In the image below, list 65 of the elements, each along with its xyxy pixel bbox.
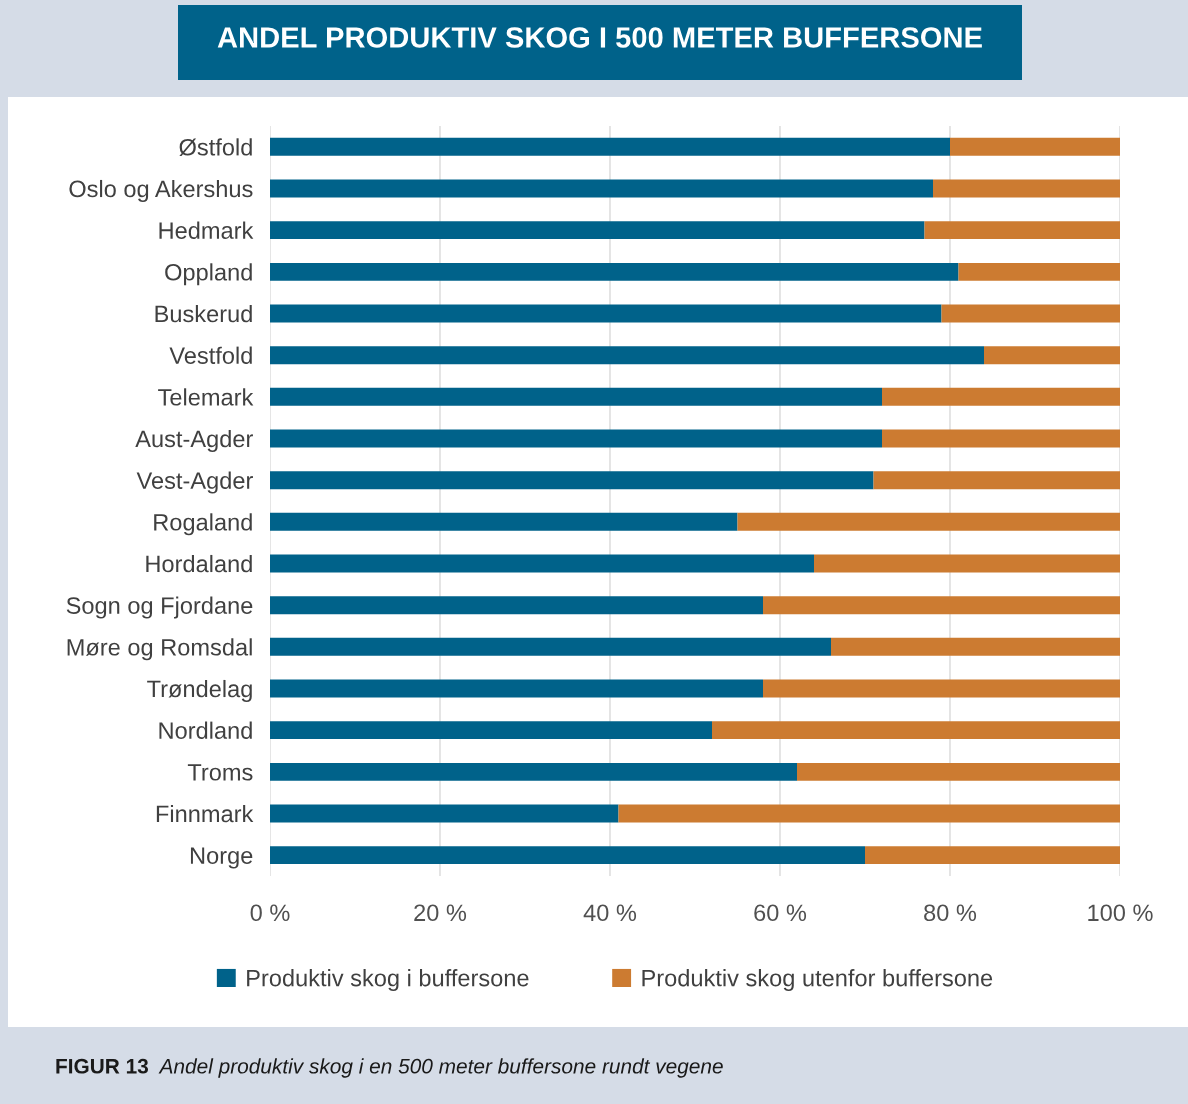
y-tick-label: Sogn og Fjordane bbox=[66, 596, 253, 619]
bar bbox=[865, 846, 1120, 865]
y-tick-label: Buskerud bbox=[155, 304, 252, 323]
bar bbox=[797, 762, 1120, 781]
bar bbox=[270, 387, 882, 406]
legend-label: Produktiv skog i buffersone bbox=[247, 969, 529, 992]
y-tick-label: Nordland bbox=[159, 721, 252, 739]
y-tick-label: Vestfold bbox=[169, 346, 252, 364]
bar bbox=[882, 387, 1120, 406]
bar bbox=[763, 596, 1120, 615]
y-tick-label: Hordaland bbox=[146, 554, 252, 573]
text: FIGUR 13 bbox=[56, 1058, 149, 1074]
y-tick-label: Oslo og Akershus bbox=[69, 179, 253, 202]
x-tick-label: 80 % bbox=[924, 904, 977, 922]
y-tick-label: Troms bbox=[187, 764, 253, 781]
y-tick-label: Oppland bbox=[165, 263, 252, 286]
bar bbox=[737, 512, 1120, 531]
bar bbox=[270, 471, 874, 490]
bar bbox=[270, 554, 814, 573]
bar bbox=[270, 346, 984, 365]
x-tick-label: 40 % bbox=[583, 904, 637, 922]
bar bbox=[270, 679, 763, 698]
chart-title: ANDEL PRODUKTIV SKOG I 500 METER BUFFERSONE bbox=[217, 27, 982, 48]
text: Andel produktiv skog i en 500 meter buffersone rundt vegene bbox=[158, 1058, 723, 1078]
bar bbox=[270, 596, 763, 615]
bar bbox=[712, 721, 1120, 740]
x-tick-label: 100 % bbox=[1088, 904, 1153, 922]
bar bbox=[270, 179, 933, 198]
y-tick-label: Norge bbox=[190, 847, 253, 869]
y-tick-label: Finnmark bbox=[156, 804, 254, 823]
bar bbox=[763, 679, 1120, 698]
y-tick-label: Aust-Agder bbox=[135, 429, 253, 452]
bar bbox=[873, 471, 1120, 490]
bar bbox=[984, 346, 1120, 365]
bar bbox=[882, 429, 1120, 448]
bar bbox=[831, 637, 1120, 656]
x-tick-label: 0 % bbox=[250, 904, 290, 922]
bar bbox=[814, 554, 1120, 573]
bar bbox=[270, 637, 831, 656]
bar bbox=[270, 221, 925, 240]
bar bbox=[270, 304, 942, 323]
bar bbox=[270, 512, 738, 531]
bar bbox=[270, 262, 959, 281]
y-tick-label: Vest-Agder bbox=[136, 471, 253, 494]
bar bbox=[933, 179, 1120, 198]
bar bbox=[270, 721, 712, 740]
bar bbox=[958, 262, 1120, 281]
x-tick-label: 20 % bbox=[414, 904, 467, 922]
bar bbox=[950, 137, 1120, 156]
y-tick-label: Møre og Romsdal bbox=[67, 638, 252, 661]
bar bbox=[270, 762, 797, 781]
bar bbox=[270, 846, 865, 865]
legend-label: Produktiv skog utenfor buffersone bbox=[642, 969, 993, 992]
bar bbox=[270, 137, 950, 156]
y-tick-label: Østfold bbox=[179, 138, 252, 156]
bar bbox=[270, 429, 882, 448]
bar bbox=[618, 804, 1120, 823]
y-tick-label: Trøndelag bbox=[147, 679, 252, 702]
y-tick-label: Hedmark bbox=[159, 221, 254, 239]
y-tick-label: Rogaland bbox=[154, 513, 252, 536]
bar bbox=[924, 221, 1120, 240]
bar bbox=[270, 804, 619, 823]
bar bbox=[941, 304, 1120, 323]
y-tick-label: Telemark bbox=[158, 388, 254, 406]
x-tick-label: 60 % bbox=[754, 904, 807, 922]
